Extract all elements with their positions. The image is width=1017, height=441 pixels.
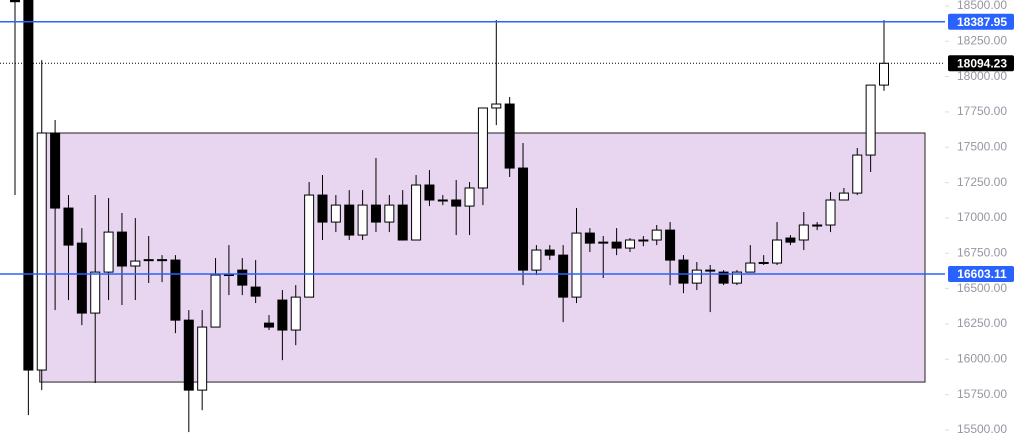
candle-body: [798, 224, 809, 241]
candle-body: [558, 254, 569, 298]
y-tick-label: 17000.00: [957, 210, 1007, 224]
candle-body: [357, 204, 368, 236]
candle-body: [531, 249, 542, 271]
candle-body: [491, 103, 502, 109]
y-tick-label: 15750.00: [957, 387, 1007, 401]
y-tick-label: 17500.00: [957, 139, 1007, 153]
candle-body: [758, 261, 769, 264]
candle-body: [237, 269, 248, 286]
candle-body: [424, 184, 435, 201]
candle-body: [745, 262, 756, 273]
y-tick-label: 15500.00: [957, 422, 1007, 436]
candle-body: [76, 242, 87, 314]
price-label: 18387.95: [957, 15, 1007, 29]
y-tick-label: 18250.00: [957, 33, 1007, 47]
candle-body: [50, 132, 61, 209]
candle-body: [611, 241, 622, 249]
candle-body: [571, 232, 582, 298]
candle-body: [63, 207, 74, 246]
candle-body: [838, 192, 849, 201]
y-tick-label: 18000.00: [957, 69, 1007, 83]
candle-body: [116, 231, 127, 267]
candle-body: [264, 322, 275, 328]
candle-body: [183, 319, 194, 391]
candle-body: [584, 232, 595, 244]
candle-body: [317, 194, 328, 223]
y-tick-label: 16500.00: [957, 281, 1007, 295]
candle-body: [384, 204, 395, 223]
candle-body: [210, 274, 221, 328]
candle-body: [718, 271, 729, 284]
y-tick-label: 17250.00: [957, 175, 1007, 189]
y-tick-label: 18500.00: [957, 0, 1007, 12]
price-tag: [948, 55, 1014, 72]
candle-body: [370, 204, 381, 223]
candle-body: [879, 62, 889, 86]
candle-body: [518, 167, 529, 271]
candle-body: [705, 269, 716, 272]
candle-body: [772, 239, 783, 264]
candle-body: [330, 204, 341, 223]
candle-body: [290, 296, 301, 331]
price-label: 16603.11: [957, 267, 1007, 281]
candle-body: [397, 204, 408, 241]
candle-body: [598, 241, 609, 244]
candle-body: [464, 187, 475, 207]
candle-body: [143, 259, 154, 262]
candle-body: [731, 271, 742, 284]
candle-body: [865, 84, 876, 156]
candle-body: [157, 259, 168, 262]
candle-body: [477, 107, 488, 189]
candle-body: [785, 237, 796, 243]
candle-body: [23, 0, 34, 371]
candle-body: [36, 132, 47, 371]
candle-body: [437, 199, 448, 202]
price-label: 18094.23: [957, 56, 1007, 70]
candle-body: [90, 271, 101, 314]
y-tick-label: 16000.00: [957, 351, 1007, 365]
candle-body: [170, 259, 181, 321]
candle-body: [250, 286, 261, 297]
price-tag: [948, 266, 1014, 283]
candle-body: [812, 224, 823, 227]
candle-body: [344, 204, 355, 236]
candle-body: [624, 239, 635, 249]
candle-body: [277, 299, 288, 331]
candle-body: [103, 231, 114, 273]
y-tick-label: 16750.00: [957, 245, 1007, 259]
candle-body: [451, 199, 462, 207]
candle-body: [411, 184, 422, 241]
candle-body: [651, 229, 662, 241]
candle-body: [130, 260, 141, 267]
candle-body: [504, 103, 515, 169]
candle-body: [852, 154, 863, 194]
candle-body: [10, 0, 20, 3]
candle-body: [304, 194, 315, 298]
candle-body: [638, 239, 649, 242]
candle-body: [825, 199, 836, 226]
y-tick-label: 16250.00: [957, 316, 1007, 330]
candle-body: [197, 326, 208, 391]
candle-body: [691, 269, 702, 284]
price-tag: [948, 13, 1014, 30]
candle-body: [544, 249, 555, 256]
candle-body: [665, 229, 676, 261]
candle-body: [678, 259, 689, 284]
y-tick-label: 17750.00: [957, 104, 1007, 118]
